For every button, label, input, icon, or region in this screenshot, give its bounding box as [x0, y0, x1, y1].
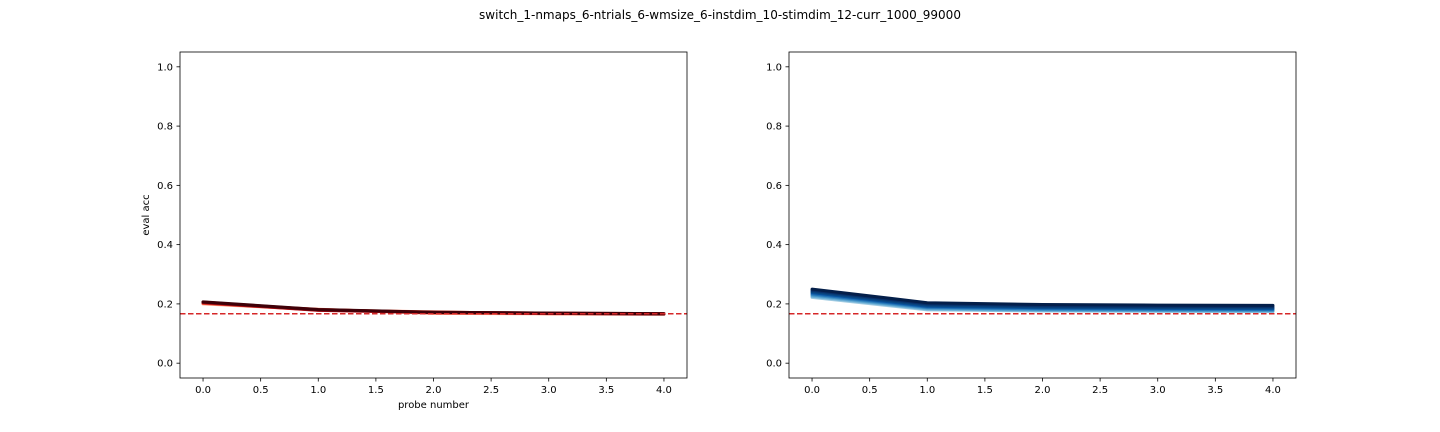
x-tick-label: 0.0 — [804, 385, 820, 396]
y-tick-label: 0.4 — [157, 240, 173, 251]
x-tick-label: 0.0 — [195, 385, 211, 396]
y-tick-label: 1.0 — [157, 62, 173, 73]
x-tick-label: 1.5 — [977, 385, 993, 396]
y-tick-label: 0.0 — [766, 359, 782, 370]
series-line-8 — [201, 300, 666, 316]
x-tick-label: 0.5 — [862, 385, 878, 396]
x-tick-label: 3.5 — [1207, 385, 1223, 396]
x-tick-label: 2.0 — [426, 385, 442, 396]
x-tick-label: 4.0 — [656, 385, 672, 396]
x-tick-label: 4.0 — [1265, 385, 1281, 396]
x-tick-label: 3.5 — [598, 385, 614, 396]
x-tick-label: 3.0 — [1150, 385, 1166, 396]
axes-frame — [788, 51, 1297, 379]
y-tick-label: 0.6 — [157, 181, 173, 192]
x-tick-label: 1.0 — [919, 385, 935, 396]
y-tick-label: 0.2 — [157, 299, 173, 310]
figure-title: switch_1-nmaps_6-ntrials_6-wmsize_6-inst… — [479, 8, 961, 22]
x-axis-label: probe number — [398, 400, 470, 411]
right-chart-panel: 0.0 0.5 1.0 1.5 2.0 2.5 3.0 3.5 4.0 0.0 0.2 0.4 0.6 0… — [766, 51, 1297, 396]
x-tick-label: 0.5 — [253, 385, 269, 396]
axes-frame — [179, 51, 688, 379]
y-tick-label: 0.8 — [766, 122, 782, 133]
x-tick-label: 1.5 — [368, 385, 384, 396]
y-tick-label: 0.4 — [766, 240, 782, 251]
y-tick-label: 0.2 — [766, 299, 782, 310]
y-tick-label: 1.0 — [766, 62, 782, 73]
x-tick-label: 2.0 — [1035, 385, 1051, 396]
y-axis-label: eval acc — [141, 194, 152, 235]
y-tick-label: 0.8 — [157, 122, 173, 133]
series-line-8 — [810, 287, 1275, 307]
x-tick-label: 1.0 — [310, 385, 326, 396]
y-tick-label: 0.0 — [157, 359, 173, 370]
y-tick-label: 0.6 — [766, 181, 782, 192]
x-tick-label: 2.5 — [483, 385, 499, 396]
x-tick-label: 2.5 — [1092, 385, 1108, 396]
left-chart-panel: 0.0 0.5 1.0 1.5 2.0 2.5 3.0 3.5 4.0 0.0 0.2 0.4 0.6 0… — [141, 51, 688, 411]
x-tick-label: 3.0 — [541, 385, 557, 396]
